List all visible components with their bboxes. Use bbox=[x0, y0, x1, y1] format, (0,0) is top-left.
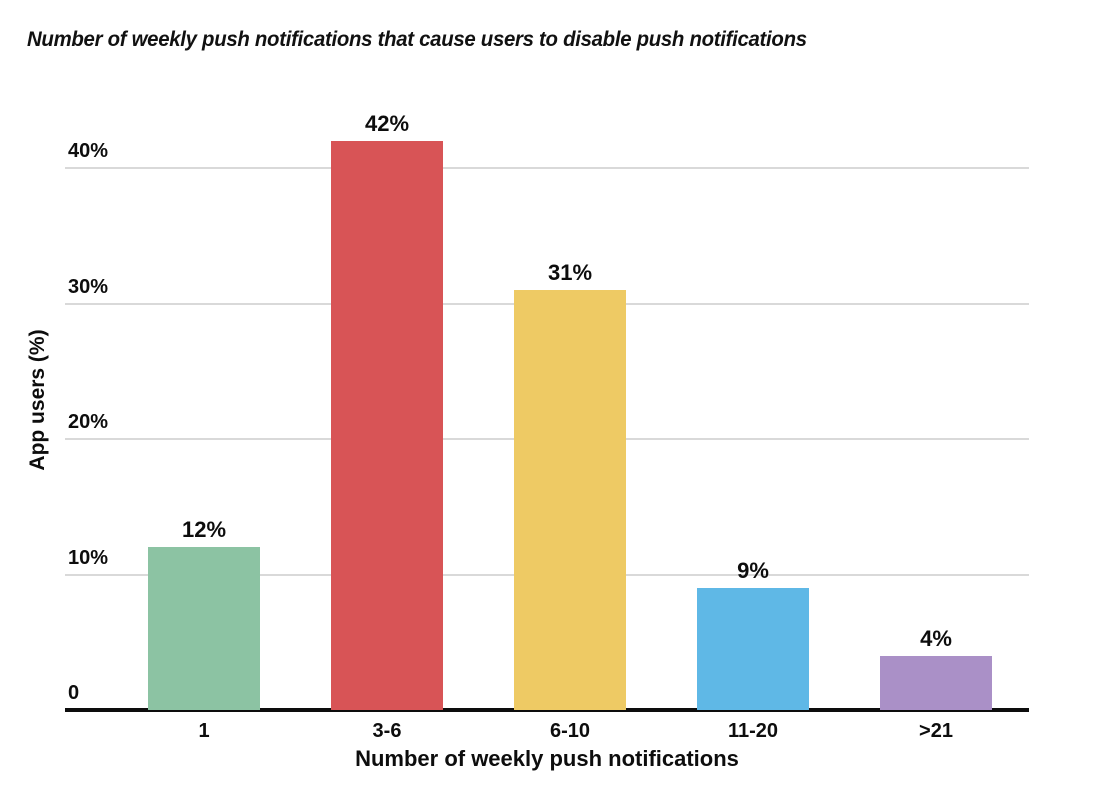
x-tick-label-3-6: 3-6 bbox=[372, 720, 402, 742]
y-axis-title: App users (%) bbox=[26, 329, 49, 471]
gridline-40% bbox=[65, 167, 1029, 169]
bar-3-6 bbox=[331, 141, 443, 710]
y-tick-label-30%: 30% bbox=[68, 275, 109, 298]
x-tick-label-6-10: 6-10 bbox=[549, 720, 591, 742]
bar-value-label->21: 4% bbox=[920, 626, 952, 651]
bar-value-label-1: 12% bbox=[181, 517, 227, 542]
y-tick-label-0: 0 bbox=[68, 682, 80, 704]
bar-value-label-3-6: 42% bbox=[364, 111, 410, 136]
x-tick-label->21: >21 bbox=[919, 720, 953, 742]
x-tick-label-11-20: 11-20 bbox=[727, 720, 779, 742]
plot-area bbox=[65, 110, 1029, 712]
y-tick-label-20%: 20% bbox=[68, 411, 109, 433]
bar-value-label-11-20: 9% bbox=[737, 558, 769, 583]
x-axis-title: Number of weekly push notifications bbox=[355, 746, 739, 771]
bar->21 bbox=[880, 656, 992, 710]
y-tick-label-40%: 40% bbox=[68, 140, 109, 162]
chart-title: Number of weekly push notifications that… bbox=[27, 28, 807, 51]
bar-1 bbox=[148, 547, 260, 710]
y-tick-label-10%: 10% bbox=[68, 546, 109, 569]
bar-6-10 bbox=[514, 290, 626, 710]
bar-value-label-6-10: 31% bbox=[547, 260, 593, 285]
bar-11-20 bbox=[697, 588, 809, 710]
x-axis-line bbox=[65, 708, 1029, 712]
x-tick-label-1: 1 bbox=[198, 720, 210, 742]
